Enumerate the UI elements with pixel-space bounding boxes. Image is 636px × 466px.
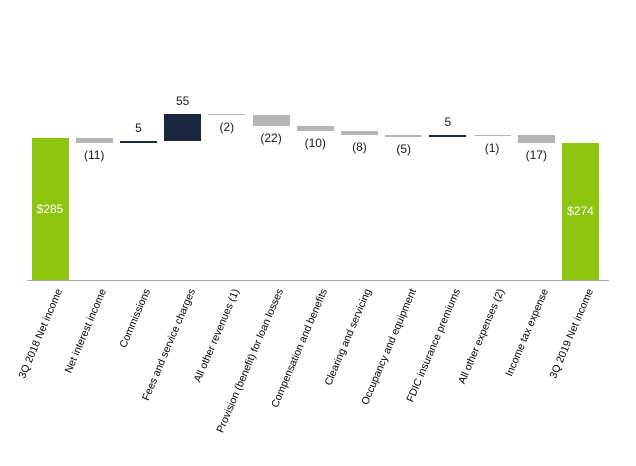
waterfall-bar (340, 130, 378, 135)
value-label: (8) (352, 139, 367, 154)
waterfall-bar (75, 138, 113, 144)
waterfall-bar (473, 134, 511, 136)
value-label: $285 (36, 201, 64, 216)
waterfall-bar (562, 143, 600, 280)
waterfall-bar (517, 135, 555, 144)
value-label: (11) (83, 148, 105, 163)
waterfall-bar (385, 134, 423, 137)
waterfall-bar (296, 125, 334, 131)
value-label: (5) (396, 142, 411, 157)
value-label: (1) (484, 140, 500, 155)
value-label: 5 (444, 114, 452, 129)
value-label: (10) (304, 135, 326, 150)
waterfall-bar (252, 114, 290, 126)
value-label: (2) (219, 119, 235, 134)
waterfall-bar (119, 141, 157, 144)
value-label: $274 (567, 204, 594, 219)
value-label: (17) (525, 148, 547, 163)
x-axis-line (27, 280, 609, 281)
waterfall-bar (429, 134, 467, 137)
waterfall-bar (164, 113, 202, 141)
waterfall-bar (208, 113, 246, 115)
value-label: (22) (260, 130, 282, 145)
value-label: 5 (135, 121, 142, 135)
waterfall-bar (31, 138, 69, 280)
value-label: 55 (175, 93, 190, 108)
